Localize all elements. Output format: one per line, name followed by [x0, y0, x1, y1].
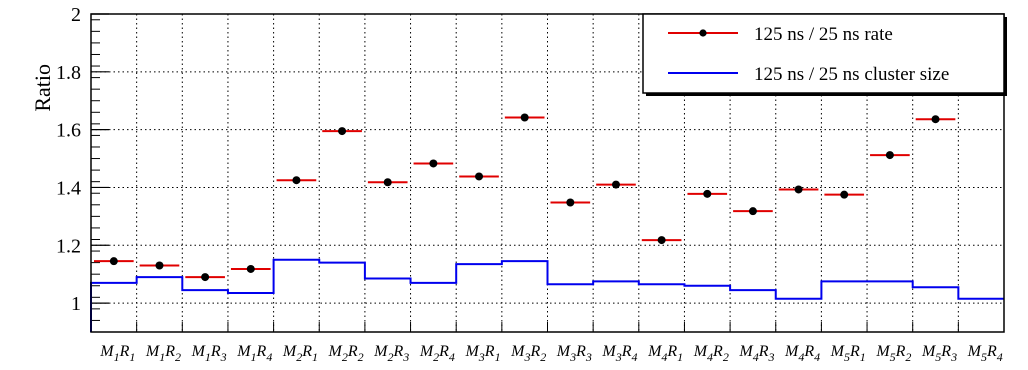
rate-point	[520, 113, 529, 122]
y-axis: 1 1.2 1.4 1.6 1.8 2	[56, 4, 109, 333]
x-tick-label: M3R1	[464, 343, 500, 364]
x-tick-label: M5R1	[830, 343, 866, 364]
legend-cluster-label: 125 ns / 25 ns cluster size	[754, 64, 949, 85]
rate-point	[201, 273, 210, 282]
rate-point	[292, 176, 301, 185]
x-tick-label: M2R2	[328, 343, 364, 364]
rate-point	[155, 261, 164, 270]
x-axis: M1R1 M1R2 M1R3 M1R4 M2R1 M2R2 M2R3 M2R4 M3R1 M3R2…	[90, 322, 1003, 364]
rate-point	[475, 172, 484, 181]
y-axis-title: Ratio	[30, 64, 55, 112]
x-tick-label: M1R4	[236, 343, 272, 364]
legend-box	[642, 13, 1005, 94]
rate-series	[94, 113, 956, 282]
y-tick-label: 1.4	[56, 177, 81, 199]
rate-point	[338, 127, 347, 136]
rate-point	[794, 185, 803, 194]
x-tick-label: M5R2	[875, 343, 911, 364]
x-tick-label: M3R3	[556, 343, 592, 364]
rate-point	[931, 115, 940, 124]
y-tick-label: 1.8	[56, 62, 81, 84]
x-tick-label: M4R3	[738, 343, 774, 364]
rate-point	[246, 264, 255, 273]
x-tick-label: M4R2	[693, 343, 729, 364]
x-tick-label: M1R2	[145, 343, 181, 364]
legend-rate-marker	[699, 29, 707, 37]
x-tick-label: M1R3	[191, 343, 227, 364]
x-tick-label: M5R3	[921, 343, 957, 364]
y-tick-label: 1.6	[56, 120, 81, 142]
rate-point	[566, 198, 575, 207]
y-tick-label: 1	[71, 293, 81, 315]
x-tick-label: M3R4	[601, 343, 637, 364]
rate-point	[611, 180, 620, 189]
x-tick-label: M4R4	[784, 343, 820, 364]
legend: 125 ns / 25 ns rate 125 ns / 25 ns clust…	[642, 13, 1007, 96]
cluster-size-step-line	[90, 258, 1004, 332]
rate-point	[109, 257, 118, 266]
rate-point	[429, 159, 438, 168]
legend-rate-label: 125 ns / 25 ns rate	[754, 24, 893, 45]
x-tick-label: M1R1	[99, 343, 135, 364]
rate-point	[383, 178, 392, 187]
y-tick-label: 2	[71, 4, 81, 26]
rate-point	[840, 190, 849, 199]
rate-point	[885, 151, 894, 160]
y-tick-label: 1.2	[56, 235, 81, 257]
cluster-size-series	[90, 258, 1004, 332]
x-tick-label: M2R3	[373, 343, 409, 364]
plot-frame	[90, 13, 1005, 333]
x-tick-label: M3R2	[510, 343, 546, 364]
rate-point	[703, 189, 712, 198]
rate-point	[657, 236, 666, 245]
rate-point	[748, 207, 757, 216]
x-tick-label: M5R4	[967, 343, 1003, 364]
x-tick-label: M2R1	[282, 343, 318, 364]
x-tick-label: M4R1	[647, 343, 683, 364]
x-tick-label: M2R4	[419, 343, 455, 364]
